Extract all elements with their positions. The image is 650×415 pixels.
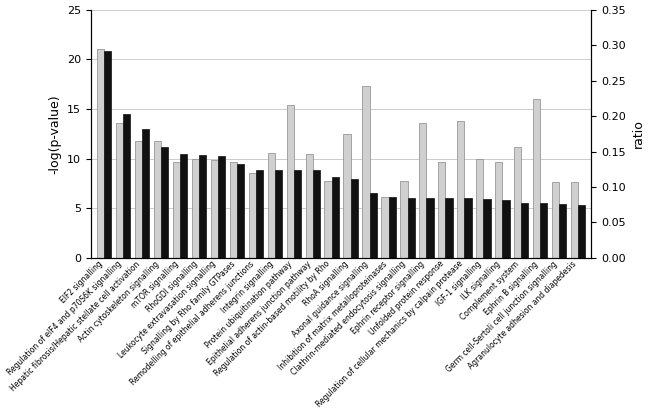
Bar (438, 162, 445, 258)
Bar (97, 49, 104, 258)
Bar (142, 129, 150, 258)
Bar (540, 203, 547, 258)
Bar (154, 141, 161, 258)
Bar (268, 153, 275, 258)
Bar (571, 182, 578, 258)
Bar (514, 146, 521, 258)
Bar (476, 159, 484, 258)
Bar (408, 198, 415, 258)
Bar (426, 198, 434, 258)
Bar (502, 200, 510, 258)
Bar (343, 134, 350, 258)
Bar (306, 154, 313, 258)
Bar (464, 198, 472, 258)
Bar (559, 204, 566, 258)
Bar (287, 105, 294, 258)
Bar (457, 121, 464, 258)
Bar (521, 203, 528, 258)
Bar (237, 164, 244, 258)
Bar (578, 205, 586, 258)
Bar (313, 170, 320, 258)
Bar (533, 99, 540, 258)
Bar (256, 170, 263, 258)
Bar (389, 198, 396, 258)
Bar (173, 162, 180, 258)
Bar (275, 170, 282, 258)
Bar (400, 181, 408, 258)
Bar (324, 181, 332, 258)
Bar (363, 85, 370, 258)
Bar (180, 154, 187, 258)
Bar (135, 141, 142, 258)
Bar (495, 162, 502, 258)
Bar (116, 123, 123, 258)
Bar (199, 155, 206, 258)
Bar (218, 156, 225, 258)
Bar (332, 178, 339, 258)
Bar (419, 123, 426, 258)
Bar (350, 179, 358, 258)
Y-axis label: ratio: ratio (631, 120, 644, 148)
Bar (484, 199, 491, 258)
Bar (104, 51, 111, 258)
Bar (445, 198, 452, 258)
Bar (192, 159, 199, 258)
Bar (294, 170, 301, 258)
Y-axis label: -log(p-value): -log(p-value) (49, 94, 62, 173)
Bar (229, 162, 237, 258)
Bar (249, 173, 256, 258)
Bar (211, 160, 218, 258)
Bar (123, 114, 131, 258)
Bar (552, 182, 559, 258)
Bar (161, 146, 168, 258)
Bar (370, 193, 377, 258)
Bar (382, 197, 389, 258)
